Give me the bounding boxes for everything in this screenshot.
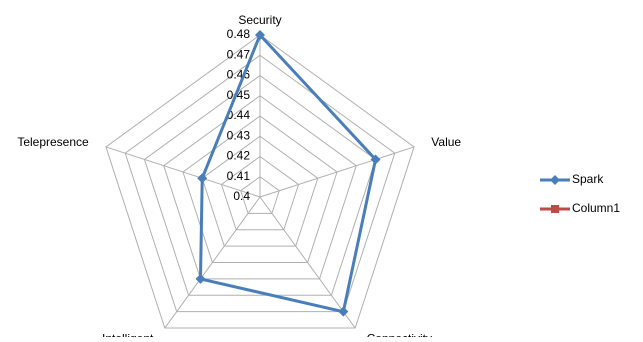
grid-ring [124,54,396,313]
marker [370,154,381,165]
category-label: Connectivity [367,332,432,337]
spoke [105,146,261,198]
r-tick-label: 0.45 [227,88,251,102]
grid-ring [105,34,415,329]
grid-ring [240,176,280,214]
r-tick-label: 0.42 [227,149,251,163]
legend-marker [550,175,560,185]
series-line [198,32,378,314]
category-label: Security [238,13,281,27]
r-tick-label: 0.41 [227,169,251,183]
legend-label: Column1 [572,201,620,215]
marker [195,273,206,284]
r-tick-label: 0.43 [227,128,251,142]
r-tick-label: 0.48 [227,27,251,41]
marker [197,173,208,184]
spoke [259,196,356,329]
category-label: Value [431,135,461,149]
grid-ring [163,95,357,280]
r-tick-label: 0.47 [227,47,251,61]
spoke [164,196,261,329]
grid-ring [182,115,338,264]
r-tick-label: 0.44 [227,108,251,122]
marker [338,306,349,317]
legend-label: Spark [572,172,604,186]
r-tick-label: 0.4 [233,189,250,203]
category-label: Intelligent [102,332,154,337]
grid-ring [143,74,377,296]
grid-ring [220,155,300,231]
legend-marker [551,205,559,213]
grid-ring [201,135,319,247]
spoke [259,146,415,198]
category-label: Telepresence [17,135,89,149]
marker [255,30,265,40]
